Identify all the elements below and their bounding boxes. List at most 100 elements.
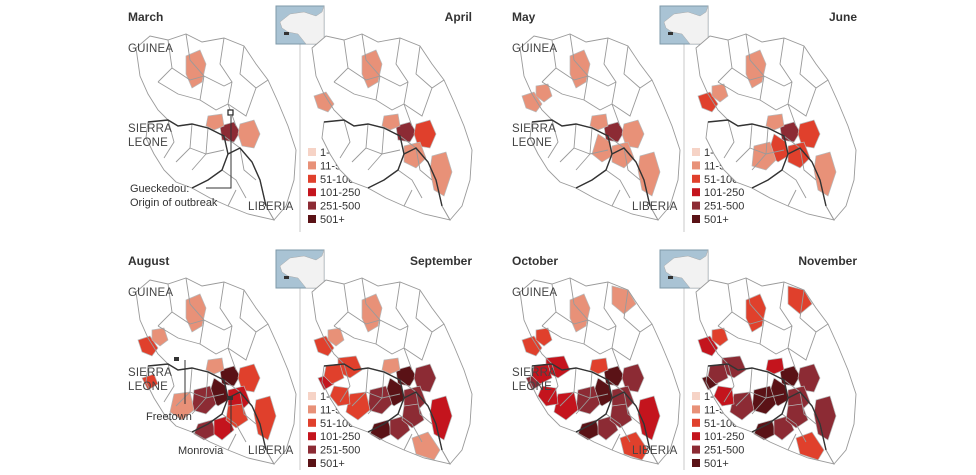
district-conakry-east xyxy=(361,293,383,333)
district-nimba xyxy=(429,151,453,197)
legend-swatch xyxy=(308,161,316,170)
district-macenta xyxy=(621,363,645,393)
district-conakry-east xyxy=(185,293,207,333)
district-south-liberia xyxy=(411,431,441,461)
month-map-november xyxy=(695,277,857,465)
legend-label: 101-250 xyxy=(704,187,744,199)
district-montserrado xyxy=(193,419,217,441)
district-nimba xyxy=(253,395,277,441)
gueckedou-annotation: Gueckedou: Origin of outbreak xyxy=(130,109,234,209)
district-nimba xyxy=(813,395,837,441)
district-nimba xyxy=(429,395,453,441)
country-label-liberia: LIBERIA xyxy=(632,445,678,457)
month-map-august xyxy=(135,277,297,465)
city-annotations: Freetown Monrovia xyxy=(146,357,233,457)
country-label-sierra: SIERRA xyxy=(512,123,556,135)
gueckedou-label: Gueckedou: xyxy=(130,183,189,195)
region-marker xyxy=(668,32,673,35)
month-title: August xyxy=(128,254,169,268)
district-bong xyxy=(609,403,633,429)
legend-label: 51-100 xyxy=(320,174,354,186)
legend-swatch xyxy=(692,459,700,467)
district-conakry-east xyxy=(745,49,767,89)
freetown-marker xyxy=(174,357,179,361)
legend-label: 251-500 xyxy=(320,201,360,213)
district-south-liberia xyxy=(619,431,649,461)
legend-swatch xyxy=(692,445,700,454)
district-kailahun xyxy=(591,133,613,163)
country-label-leone: LEONE xyxy=(128,381,168,393)
legend-label: 51-100 xyxy=(704,174,738,186)
district-bong xyxy=(401,403,425,429)
district-moyamba xyxy=(713,385,735,407)
country-label-liberia: LIBERIA xyxy=(632,201,678,213)
country-label-sierra: SIERRA xyxy=(128,367,172,379)
month-title: June xyxy=(829,10,857,24)
district-nimba xyxy=(637,151,661,197)
district-kissi xyxy=(381,357,401,375)
month-map-april xyxy=(311,33,473,221)
legend-label: 251-500 xyxy=(704,445,744,457)
legend-swatch xyxy=(692,432,700,441)
legend-swatch xyxy=(308,201,316,210)
legend-swatch xyxy=(692,174,700,183)
district-bo xyxy=(553,391,579,421)
legend-label: 101-250 xyxy=(704,431,744,443)
district-kissi xyxy=(589,113,609,131)
district-south-liberia xyxy=(795,431,825,461)
legend-swatch xyxy=(692,161,700,170)
district-kissi xyxy=(205,357,225,375)
district-western xyxy=(141,373,159,391)
month-map-june xyxy=(695,33,857,221)
legend-label: 101-250 xyxy=(320,431,360,443)
district-macenta xyxy=(797,119,821,149)
legend-swatch xyxy=(308,418,316,427)
legend-label: 251-500 xyxy=(704,201,744,213)
country-label-leone: LEONE xyxy=(128,137,168,149)
legend-swatch xyxy=(308,174,316,183)
legend-swatch xyxy=(308,445,316,454)
district-kissi xyxy=(765,113,785,131)
district-kissi xyxy=(589,357,609,375)
district-conakry-east xyxy=(569,293,591,333)
month-map-october xyxy=(519,277,681,465)
district-conakry-east xyxy=(185,49,207,89)
district-moyamba xyxy=(329,385,351,407)
district-macenta xyxy=(237,363,261,393)
district-conakry-east xyxy=(745,293,767,333)
district-bo xyxy=(169,391,195,421)
district-kissi xyxy=(205,113,225,131)
month-title: May xyxy=(512,10,536,24)
district-nimba xyxy=(813,151,837,197)
legend-swatch xyxy=(308,392,316,400)
country-label-sierra: SIERRA xyxy=(128,123,172,135)
origin-label: Origin of outbreak xyxy=(130,197,218,209)
country-label-guinea: GUINEA xyxy=(128,43,173,55)
west-africa-locator-inset xyxy=(659,5,709,45)
month-title: September xyxy=(410,254,472,268)
legend-swatch xyxy=(308,215,316,223)
gueckedou-marker xyxy=(227,109,234,116)
freetown-label: Freetown xyxy=(146,411,192,423)
district-nimba xyxy=(637,395,661,441)
legend-swatch xyxy=(308,405,316,414)
legend-swatch xyxy=(308,148,316,156)
country-label-liberia: LIBERIA xyxy=(248,445,294,457)
district-bo xyxy=(345,391,371,421)
district-bong xyxy=(785,403,809,429)
district-lofa xyxy=(403,141,427,169)
country-label-leone: LEONE xyxy=(512,137,552,149)
legend-swatch xyxy=(692,188,700,197)
west-africa-locator-inset xyxy=(659,249,709,289)
legend-swatch xyxy=(692,418,700,427)
district-macenta xyxy=(413,363,437,393)
district-macenta xyxy=(797,363,821,393)
district-conakry-east xyxy=(569,49,591,89)
west-africa-locator-inset xyxy=(275,249,325,289)
legend-swatch xyxy=(692,392,700,400)
legend-swatch xyxy=(692,148,700,156)
country-label-guinea: GUINEA xyxy=(512,287,557,299)
region-marker xyxy=(284,276,289,279)
legend-label: 51-100 xyxy=(704,418,738,430)
